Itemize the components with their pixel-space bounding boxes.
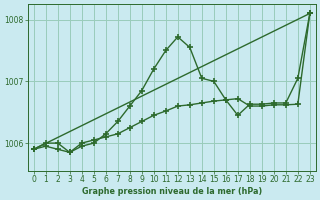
X-axis label: Graphe pression niveau de la mer (hPa): Graphe pression niveau de la mer (hPa)	[82, 187, 262, 196]
